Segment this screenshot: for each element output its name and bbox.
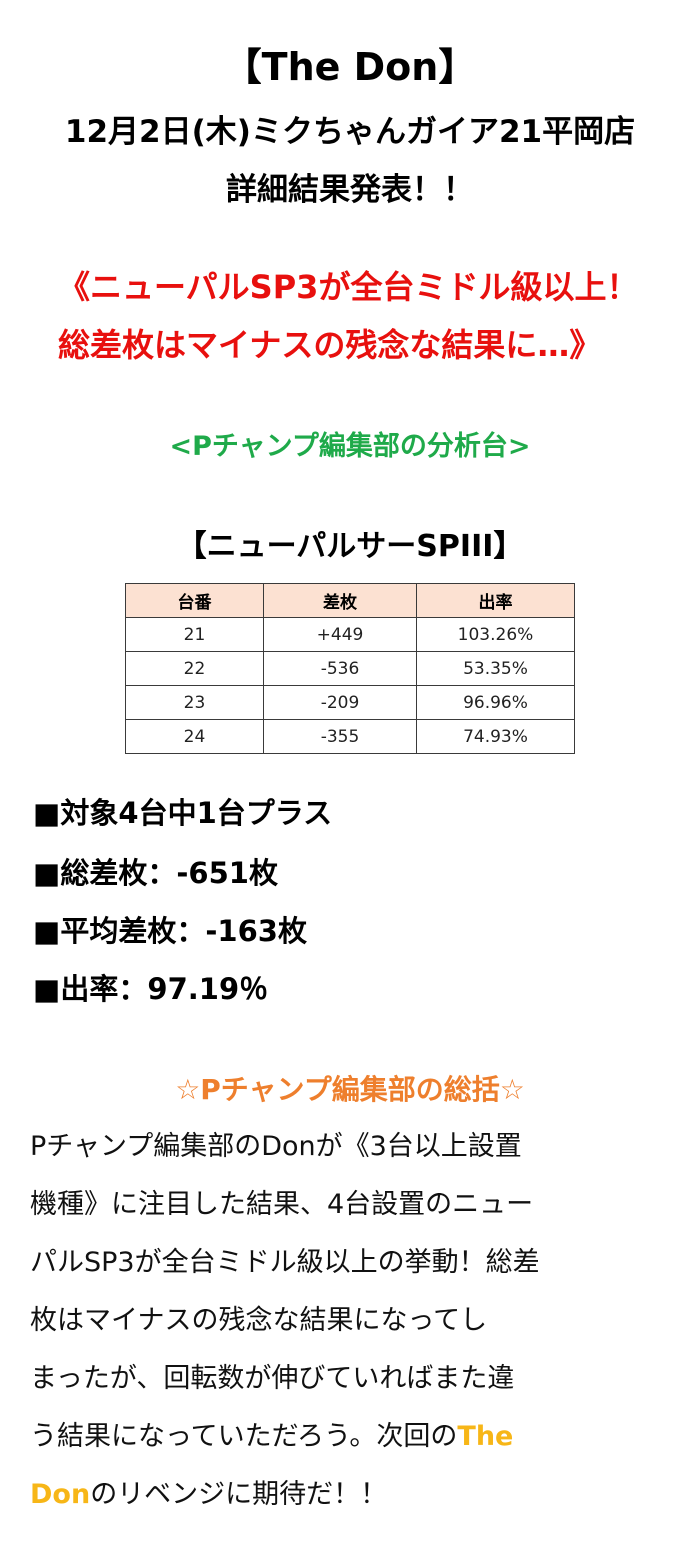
summary-line-3: パルSP3が全台ミドル級以上の挙動！総差 xyxy=(30,1247,540,1278)
highlight-the: The xyxy=(457,1421,514,1452)
stat-avg-diff: ■平均差枚：-163枚 xyxy=(33,914,307,948)
summary-line-7: Donのリベンジに期待だ！！ xyxy=(30,1472,387,1511)
table-row: 21 +449 103.26% xyxy=(125,617,575,652)
highlight-don: Don xyxy=(30,1479,91,1510)
table-row: 23 -209 96.96% xyxy=(125,685,575,720)
table-row: 22 -536 53.35% xyxy=(125,651,575,686)
headline-line-1: 《ニューパルSP3が全台ミドル級以上！ xyxy=(58,268,639,306)
diff-cell: -209 xyxy=(263,685,417,720)
summary-heading: ☆Pチャンプ編集部の総括☆ xyxy=(175,1073,525,1106)
summary-line-7-text: のリベンジに期待だ！！ xyxy=(90,1479,388,1510)
diff-cell: +449 xyxy=(263,617,417,652)
unit-cell: 24 xyxy=(125,719,264,754)
diff-cell: -536 xyxy=(263,651,417,686)
announce-heading: 詳細結果発表！！ xyxy=(226,172,474,208)
summary-line-6: う結果になっていただろう。次回のThe xyxy=(30,1414,513,1453)
analysis-heading: <Pチャンプ編集部の分析台> xyxy=(169,431,531,462)
stat-total-diff: ■総差枚：-651枚 xyxy=(33,856,278,890)
rate-cell: 96.96% xyxy=(416,685,575,720)
summary-line-1: Pチャンプ編集部のDonが《3台以上設置 xyxy=(30,1131,522,1162)
summary-line-4: 枚はマイナスの残念な結果になってし xyxy=(30,1305,488,1336)
headline-line-2: 総差枚はマイナスの残念な結果に…》 xyxy=(58,326,602,364)
date-store-heading: 12月2日(木)ミクちゃんガイア21平岡店 xyxy=(64,114,636,150)
results-table: 台番 差枚 出率 21 +449 103.26% 22 -536 53.35% … xyxy=(125,583,575,754)
table-header-row: 台番 差枚 出率 xyxy=(125,583,575,618)
summary-line-2: 機種》に注目した結果、4台設置のニュー xyxy=(30,1189,534,1220)
stat-target: ■対象4台中1台プラス xyxy=(33,796,333,830)
column-header-unit: 台番 xyxy=(125,583,264,618)
unit-cell: 21 xyxy=(125,617,264,652)
rate-cell: 53.35% xyxy=(416,651,575,686)
summary-line-6-text: う結果になっていただろう。次回の xyxy=(30,1421,458,1452)
unit-cell: 22 xyxy=(125,651,264,686)
table-row: 24 -355 74.93% xyxy=(125,719,575,754)
summary-line-5: まったが、回転数が伸びていればまた違 xyxy=(30,1363,515,1394)
rate-cell: 103.26% xyxy=(416,617,575,652)
page-title: 【The Don】 xyxy=(223,45,477,89)
machine-name: 【ニューパルサーSPIII】 xyxy=(176,529,524,564)
rate-cell: 74.93% xyxy=(416,719,575,754)
column-header-diff: 差枚 xyxy=(263,583,417,618)
stat-payout: ■出率：97.19％ xyxy=(33,972,269,1006)
diff-cell: -355 xyxy=(263,719,417,754)
column-header-rate: 出率 xyxy=(416,583,575,618)
unit-cell: 23 xyxy=(125,685,264,720)
